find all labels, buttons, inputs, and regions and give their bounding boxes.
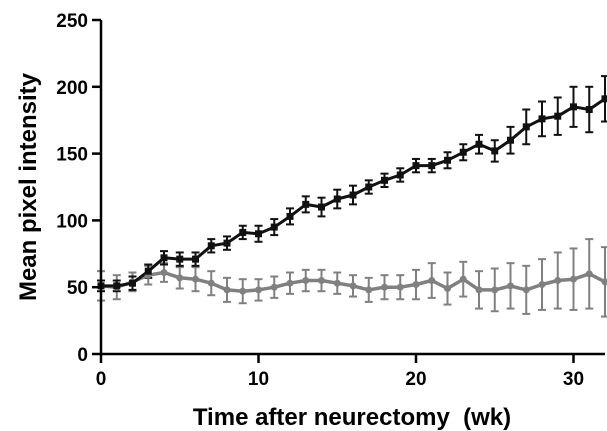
series-a-point [129,279,136,287]
series-a-point [459,148,467,156]
series-b-point [585,270,593,278]
y-tick-label: 200 [56,78,88,99]
axes-layer [99,20,605,356]
series-a-point [176,255,184,263]
series-a-point [444,156,451,164]
series-a-point [192,255,199,263]
y-tick-label: 100 [56,211,88,232]
series-a-point [160,254,168,262]
ticks-layer: 0 50 100 150 200 250 0 10 20 30 [56,11,584,390]
series-a-point [585,106,593,114]
series-b-point [365,286,373,294]
series-b-point [192,275,199,283]
series-a-point [365,183,373,191]
series-a-point [538,115,546,123]
series-b-point [160,269,168,277]
series-a-point [239,228,247,236]
series-b-point [412,281,420,289]
series-a-point [491,147,499,155]
series-b-point [570,275,577,283]
series-b-point [333,279,341,287]
x-axis-title: Time after neurectomy (wk) [193,404,511,431]
series-a-point [570,103,577,111]
y-axis-title: Mean pixel intensity [15,72,42,301]
series-a-point [507,136,514,144]
series-b-point [522,286,530,294]
series-b-point [207,279,215,287]
series-a-point [522,123,530,131]
series-a-point [255,230,262,238]
series-b-point [302,277,310,285]
series-a-point [113,282,121,290]
series-b-point [239,287,247,295]
series-a-point [349,191,357,199]
series-b-point [255,286,262,294]
series-b-point [507,282,514,290]
x-tick-label: 0 [96,369,107,390]
y-tick-label: 150 [56,145,88,166]
series-a-point [475,140,483,148]
series-a-point [601,95,607,103]
series-a-point [333,195,341,203]
series-a-point [207,242,215,250]
series-a-point [286,212,294,220]
series-b-point [381,283,388,291]
series-b-point [459,275,467,283]
series-b-point [270,283,278,291]
series-a-point [318,203,325,211]
series-a-point [302,200,310,208]
series-b-point [286,279,294,287]
series-a-point [428,162,436,170]
series-b-point [444,285,451,293]
series-b-point [176,274,184,282]
series-b-point [601,278,607,286]
x-tick-label: 30 [563,369,584,390]
x-tick-label: 20 [405,369,426,390]
series-a-point [144,267,152,275]
series-b-point [396,283,404,291]
series-b-point [223,286,231,294]
y-tick-label: 0 [77,345,88,366]
x-tick-label: 10 [248,369,269,390]
series-b-point [475,286,483,294]
y-tick-label: 50 [67,278,88,299]
series-a-point [396,171,404,179]
series-b-point [349,282,357,290]
series-a-point [270,223,278,231]
series-a-point [554,112,562,120]
series-a-point [381,176,388,184]
series-b-point [318,277,325,285]
series-a-point [223,239,231,247]
series-b-point [428,277,436,285]
series-b-point [491,286,499,294]
series-b-point [538,281,546,289]
series-a-point [412,162,420,170]
series-b-point [554,277,562,285]
y-tick-label: 250 [56,11,88,32]
